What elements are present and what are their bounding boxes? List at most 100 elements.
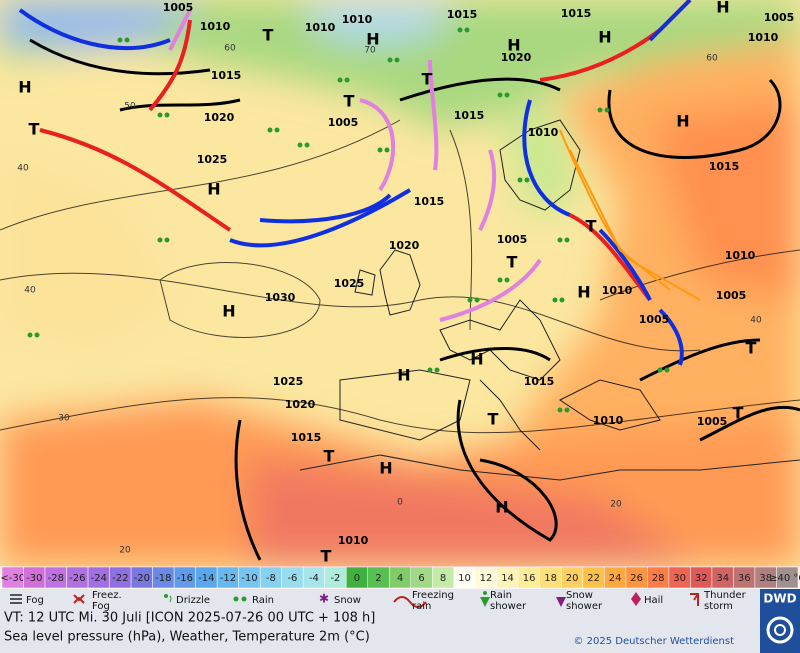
graticule-label: 20 (610, 500, 622, 510)
scale-label: -10 (241, 573, 257, 584)
map-shape (699, 405, 800, 442)
scale-cell (776, 566, 799, 589)
scale-label: 30 (673, 573, 686, 584)
map-shape: ✱ (319, 592, 329, 606)
map-shape (148, 19, 192, 112)
map-shape (18, 0, 701, 366)
map-shape (522, 99, 571, 217)
pressure-center: T (29, 120, 40, 139)
scale-label: 24 (609, 573, 622, 584)
rain-symbol (557, 237, 563, 243)
map-shape (648, 0, 692, 42)
pressure-center: T (344, 92, 355, 111)
rain-symbol (457, 27, 463, 33)
map-shape (599, 249, 800, 301)
scale-label: -2 (330, 573, 340, 584)
map-shape (164, 594, 168, 598)
legend-label: Freez. Fog (92, 590, 122, 612)
isobar-label: 1010 (593, 414, 624, 427)
scale-label: 8 (440, 573, 446, 584)
rain-symbol (504, 92, 510, 98)
map-shape (300, 0, 460, 40)
scale-label: -28 (48, 573, 64, 584)
map-shape (569, 149, 671, 291)
graticule-label: 0 (397, 498, 403, 508)
graticule-label: 70 (364, 46, 376, 56)
rain-symbol (427, 367, 433, 373)
pressure-center: H (598, 28, 611, 47)
map-shape (428, 59, 439, 171)
rain-symbol (474, 297, 480, 303)
map: H H H H H H H H H H H H H T T T T T T T T T T T 1005 1010 1010 1010… (0, 0, 800, 566)
map-shape (250, 460, 700, 566)
map-shape (556, 597, 566, 607)
legend-label: Thunder storm (703, 590, 747, 612)
map-shape (639, 338, 761, 382)
isobar-label: 1010 (528, 126, 559, 139)
isobar-label: 1005 (163, 1, 194, 14)
pressure-center: H (397, 366, 410, 385)
isobar-label: 1025 (334, 277, 365, 290)
map-shape (690, 593, 699, 606)
rain-symbol (377, 147, 383, 153)
pressure-center: H (470, 350, 483, 369)
map-shape (483, 591, 487, 595)
rain-symbol (604, 107, 610, 113)
isobar-label: 1015 (447, 8, 478, 21)
isobar-label: 1010 (342, 13, 373, 26)
pressure-center: H (222, 302, 235, 321)
scale-label: -22 (112, 573, 128, 584)
pressure-center: H (577, 283, 590, 302)
rain-symbol (387, 57, 393, 63)
isobar-label: 1005 (697, 415, 728, 428)
map-shape (379, 249, 421, 316)
rain-symbol (267, 127, 273, 133)
pressure-center: H (495, 498, 508, 517)
scale-label: -16 (177, 573, 193, 584)
scale-label: -14 (198, 573, 214, 584)
isobar-label: 1025 (273, 375, 304, 388)
map-shape (650, 100, 800, 300)
pressure-center: T (733, 404, 744, 423)
pressure-center: T (586, 217, 597, 236)
map-shape (241, 596, 247, 602)
scale-label: -12 (220, 573, 236, 584)
scale-label: ≥40 °C (769, 573, 800, 584)
legend-label: Hail (644, 595, 663, 606)
isobar-label: 1010 (338, 534, 369, 547)
pressure-center: T (263, 26, 274, 45)
scale-label: 18 (544, 573, 557, 584)
scale-label: 22 (587, 573, 600, 584)
isobar-label: 1005 (764, 11, 795, 24)
isobar-label: 1015 (414, 195, 445, 208)
map-shape (0, 119, 800, 434)
rain-symbol (517, 177, 523, 183)
scale-label: 12 (480, 573, 493, 584)
map-shape (0, 119, 401, 231)
map-shape (0, 0, 800, 566)
rain-symbol (164, 237, 170, 243)
isobar-label: 1005 (328, 116, 359, 129)
map-shape (159, 262, 321, 338)
map-shape (774, 624, 786, 636)
rain-symbol (497, 92, 503, 98)
isobar-label: 1020 (285, 398, 316, 411)
map-shape (0, 150, 180, 350)
map-shape (399, 77, 561, 102)
map-shape (631, 592, 641, 606)
rain-symbol (564, 407, 570, 413)
map-shape (456, 399, 558, 542)
scale-label: 10 (458, 573, 471, 584)
scale-label: 26 (630, 573, 643, 584)
rain-symbol (124, 37, 130, 43)
map-shape (119, 98, 241, 112)
map-shape (10, 594, 22, 604)
map-shape (598, 228, 652, 301)
legend-label: Rain shower (490, 590, 527, 612)
map-shape (29, 38, 800, 561)
isobar-label: 1010 (200, 20, 231, 33)
scale-label: -24 (91, 573, 107, 584)
map-shape (0, 272, 701, 352)
pressure-center: H (507, 36, 520, 55)
map-shape (354, 269, 376, 296)
